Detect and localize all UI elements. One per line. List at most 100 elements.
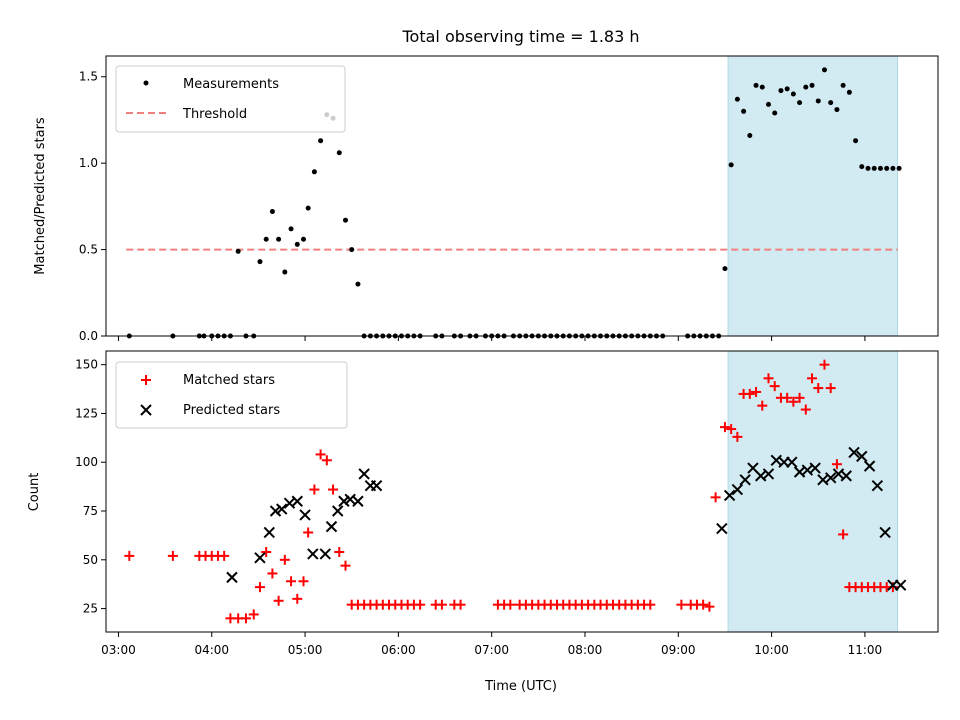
predicted-point [269, 505, 282, 517]
predicted-point [254, 552, 266, 564]
predicted-point-b [358, 468, 370, 480]
predicted-point-b [755, 470, 767, 482]
measurement-point [257, 259, 263, 265]
matched-point [732, 431, 743, 442]
measurement-point [276, 236, 282, 242]
measurement-point [728, 162, 734, 168]
measurement-point [834, 107, 840, 113]
measurement-point [282, 269, 288, 275]
measurement-point [859, 164, 865, 170]
predicted-point-b [307, 548, 319, 560]
matched-point [292, 593, 303, 604]
measurement-point [828, 100, 834, 106]
y-tick-label: 75 [83, 504, 98, 518]
matched-point [825, 383, 836, 394]
matched-point [807, 373, 818, 384]
predicted-point-b [801, 464, 814, 476]
matched-point [340, 560, 351, 571]
matched-point [321, 455, 332, 466]
predicted-point-b [863, 460, 876, 472]
predicted-point-b [352, 495, 364, 507]
legend-threshold-label: Threshold [182, 107, 247, 122]
matched-point [838, 529, 849, 540]
matched-point [286, 576, 297, 587]
bottom-legend-box [115, 361, 348, 429]
measurement-point [821, 67, 827, 73]
predicted-point-b [731, 483, 744, 496]
predicted-point-b [319, 548, 331, 560]
predicted-point [894, 579, 907, 591]
predicted-point [824, 472, 837, 484]
predicted-point [319, 548, 331, 560]
x-axis-label: Time (UTC) [484, 679, 557, 694]
predicted-point-b [263, 526, 275, 539]
predicted-point-b [338, 495, 350, 507]
bottom-axes-frame [105, 350, 939, 633]
measurement-point [765, 101, 771, 107]
legend-predicted-cross-b [140, 404, 152, 416]
y-tick-label: 1.5 [79, 70, 98, 84]
y-tick-label: 100 [75, 455, 98, 469]
matched-point [744, 388, 755, 399]
measurement-point [235, 248, 241, 254]
measurement-point [871, 165, 877, 171]
measurement-point [840, 82, 846, 88]
x-tick-label: 05:00 [288, 643, 323, 657]
predicted-point [263, 526, 275, 539]
x-tick-label: 09:00 [661, 643, 696, 657]
measurement-point [790, 91, 796, 97]
legend-predicted-cross [140, 404, 152, 416]
measurement-point [784, 86, 790, 92]
highlight-span [727, 350, 899, 633]
legend-matched-label: Matched stars [183, 373, 275, 388]
bottom-legend: Matched stars Predicted stars [115, 361, 348, 429]
measurement-point [336, 150, 342, 156]
bottom-panel: 25 50 75 100 125 150 03:00 04:00 05:00 06:00 07:0… [27, 350, 939, 694]
predicted-point-b [747, 462, 759, 474]
predicted-point-b [871, 479, 884, 492]
measurement-point [349, 247, 355, 253]
measurement-point [734, 96, 740, 102]
highlight-span [727, 55, 899, 337]
predicted-point-b [809, 462, 821, 474]
matched-point [710, 492, 721, 503]
matched-point [254, 582, 265, 593]
matched-point [751, 386, 762, 397]
predicted-point [809, 462, 821, 474]
measurement-point [772, 110, 778, 116]
matched-point [303, 527, 314, 538]
predicted-point [879, 526, 891, 539]
y-tick-label: 125 [75, 406, 98, 420]
predicted-point-b [793, 466, 806, 478]
y-tick-label: 25 [83, 602, 98, 616]
matched-point [726, 424, 737, 435]
predicted-point-b [894, 579, 907, 591]
matched-point [328, 484, 339, 495]
legend-matched-plus [141, 375, 151, 385]
measurement-point [846, 89, 852, 95]
predicted-point-b [254, 552, 266, 564]
measurement-point [778, 88, 784, 94]
predicted-point-b [840, 470, 852, 482]
measurement-point [269, 209, 275, 215]
predicted-point-b [276, 503, 288, 515]
measurement-point [355, 281, 361, 287]
matched-point [645, 599, 656, 610]
y-tick-label: 150 [75, 358, 98, 372]
predicted-point [739, 474, 751, 486]
predicted-point [226, 571, 238, 584]
measurement-point [753, 82, 759, 88]
matched-point [794, 392, 805, 403]
measurement-point [884, 165, 890, 171]
measurement-point [318, 138, 324, 144]
bottom-x-ticks: 03:00 04:00 05:00 06:00 07:00 08:00 09:00 10:00… [101, 632, 882, 657]
predicted-point-b [879, 526, 891, 539]
predicted-point-b [786, 456, 798, 468]
measurement-point [263, 236, 269, 242]
matched-point [219, 550, 230, 561]
measurement-point [803, 84, 809, 90]
legend-matched-marker [141, 375, 151, 385]
predicted-point [291, 495, 303, 507]
y-tick-label: 0.0 [79, 329, 98, 343]
predicted-point [338, 495, 350, 507]
